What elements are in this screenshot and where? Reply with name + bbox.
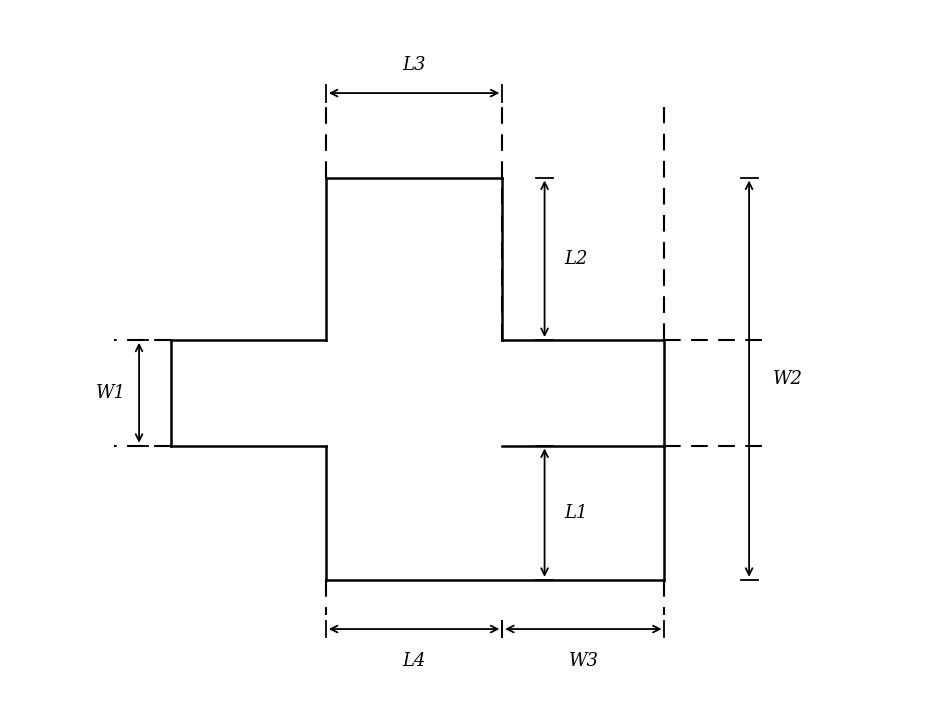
Text: W2: W2 [772, 370, 803, 388]
Text: L4: L4 [403, 652, 426, 670]
Text: L2: L2 [564, 250, 588, 268]
Text: L1: L1 [564, 503, 588, 522]
Text: W1: W1 [96, 384, 126, 401]
Text: W3: W3 [569, 652, 599, 670]
Text: L3: L3 [403, 56, 426, 74]
